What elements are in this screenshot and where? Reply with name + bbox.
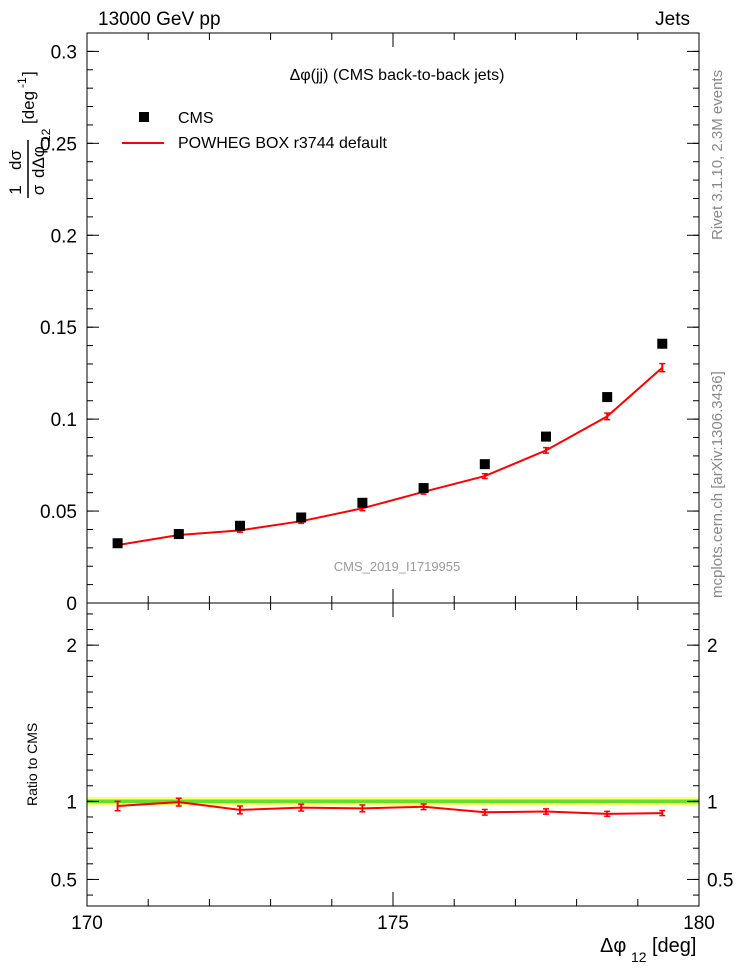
- cms-point: [235, 520, 245, 531]
- main-ytick-label: 0.05: [40, 502, 77, 523]
- cms-point: [296, 512, 307, 523]
- ylabel-dsigma: dσ: [6, 150, 25, 170]
- ylabel-units: [deg: [19, 91, 38, 124]
- cms-point: [418, 483, 429, 494]
- ylabel-units-close: ]: [19, 71, 38, 76]
- ratio-line: [117, 801, 663, 815]
- legend-cms-marker: [139, 112, 149, 122]
- cms-point: [357, 497, 368, 508]
- main-panel: 0 0.05 0.1 0.15 0.2 0.25 0.3 Δφ(jj) (CMS back-…: [6, 32, 700, 615]
- watermark: CMS_2019_I1719955: [334, 559, 461, 574]
- ratio-xtick-label: 170: [71, 913, 103, 934]
- legend-cms-label: CMS: [178, 110, 214, 127]
- main-ytick-label: 0.1: [51, 410, 77, 431]
- cms-point: [541, 431, 551, 442]
- main-title: Δφ(jj) (CMS back-to-back jets): [290, 67, 505, 84]
- ratio-ytick-label-right: 1: [707, 792, 718, 813]
- main-ytick-label: 0.2: [51, 226, 77, 247]
- ratio-ytick-label: 2: [66, 636, 77, 657]
- cms-point: [602, 392, 613, 403]
- ratio-xtick-label: 175: [377, 913, 409, 934]
- ylabel-num: 1: [6, 185, 25, 194]
- main-ytick-label: 0.15: [40, 318, 77, 339]
- ylabel-den-d: dΔφ: [29, 146, 48, 178]
- ratio-ytick-label: 1: [66, 792, 77, 813]
- main-ytick-label: 0.25: [40, 134, 77, 155]
- main-ytick-label: 0: [66, 594, 77, 615]
- legend: CMS POWHEG BOX r3744 default: [122, 110, 388, 152]
- ylabel-units-sup: -1: [15, 77, 29, 88]
- ratio-ytick-label-right: 0.5: [707, 870, 733, 891]
- cms-point: [479, 459, 490, 470]
- ratio-frame: [86, 602, 700, 907]
- ratio-xtick-label: 180: [683, 913, 715, 934]
- energy-label: 13000 GeV pp: [98, 9, 221, 30]
- legend-powheg-label: POWHEG BOX r3744 default: [178, 135, 388, 152]
- ratio-ylabel: Ratio to CMS: [24, 723, 40, 806]
- cms-point: [173, 529, 184, 540]
- xlabel-phi: Δφ: [600, 935, 626, 957]
- jets-label: Jets: [655, 9, 690, 30]
- ratio-band-inner: [87, 799, 699, 804]
- ylabel-den-sigma: σ: [29, 184, 48, 195]
- rivet-label: Rivet 3.1.10, 2.3M events: [709, 70, 726, 240]
- cms-point: [657, 338, 668, 349]
- ylabel-den-sub: 12: [39, 128, 53, 142]
- main-ylabel: 1 dσ σ dΔφ 12 [deg -1 ]: [6, 71, 53, 198]
- x-axis-label: Δφ 12 [deg]: [600, 935, 696, 965]
- ratio-panel: 0.5 0.5 1 1 2 2 170 175 180 Ratio to CMS: [24, 602, 733, 934]
- ratio-ytick-label: 0.5: [51, 870, 77, 891]
- cms-point: [112, 538, 123, 549]
- powheg-line: [117, 366, 663, 547]
- xlabel-units: [deg]: [652, 935, 696, 957]
- main-ytick-label: 0.3: [51, 42, 77, 63]
- mcplots-label: mcplots.cern.ch [arXiv:1306.3436]: [709, 371, 726, 598]
- xlabel-sub: 12: [631, 949, 647, 965]
- ratio-ytick-label-right: 2: [707, 636, 718, 657]
